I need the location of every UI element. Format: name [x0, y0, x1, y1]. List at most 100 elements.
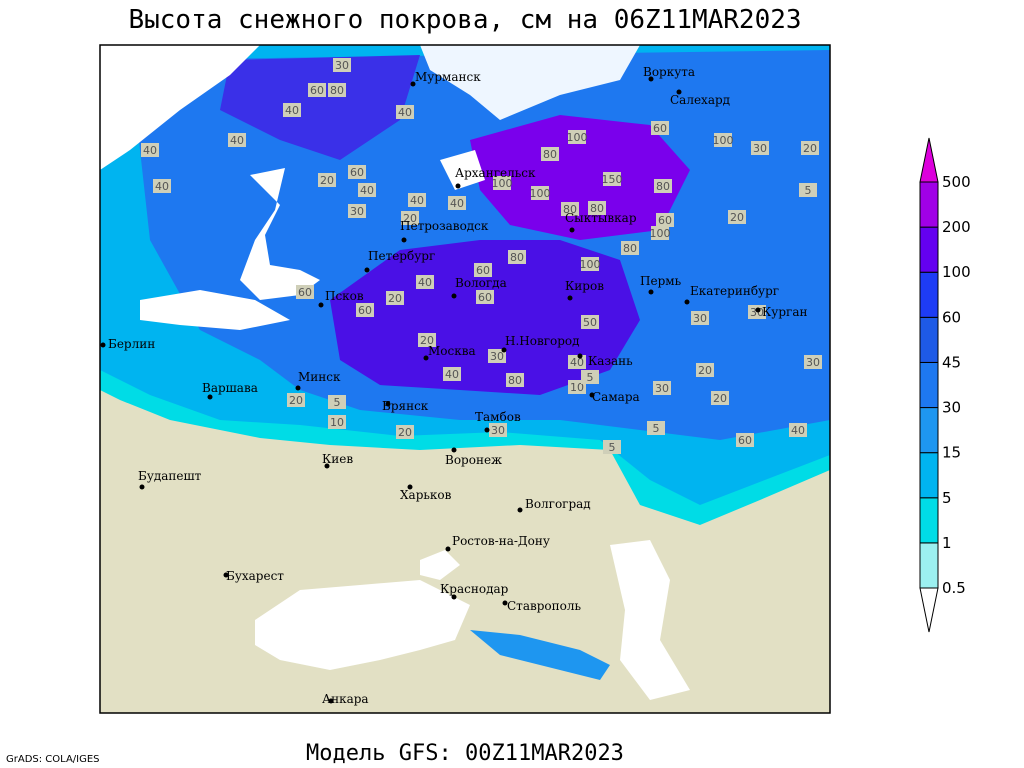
label-text: 50 — [583, 316, 597, 329]
label-box — [287, 393, 305, 407]
label-text: 30 — [806, 356, 820, 369]
label-text: 100 — [492, 177, 513, 190]
label-text: 40 — [445, 368, 459, 381]
contour-label: 30 — [751, 141, 769, 155]
label-box — [328, 415, 346, 429]
colorbar-label: 500 — [942, 173, 971, 191]
label-text: 40 — [570, 356, 584, 369]
city-dot — [569, 227, 575, 233]
city-name: Екатеринбург — [690, 284, 779, 298]
colorbar-high — [919, 137, 939, 183]
label-text: 40 — [143, 144, 157, 157]
city-name: Воронеж — [445, 453, 502, 467]
contour-label: 20 — [386, 291, 404, 305]
label-text: 40 — [360, 184, 374, 197]
label-text: 80 — [623, 242, 637, 255]
contour-label: 5 — [799, 183, 817, 197]
label-box — [603, 172, 621, 186]
label-box — [736, 433, 754, 447]
label-box — [489, 423, 507, 437]
contour-label: 20 — [287, 393, 305, 407]
label-box — [296, 285, 314, 299]
contour-label: 60 — [476, 290, 494, 304]
city-dot — [755, 307, 761, 313]
city-dot — [364, 267, 370, 273]
label-box — [696, 363, 714, 377]
contour-label: 20 — [696, 363, 714, 377]
contour-label: 150 — [602, 172, 623, 186]
label-box — [401, 211, 419, 225]
colorbar-label: 0.5 — [942, 579, 966, 597]
colorbar-bin — [919, 452, 939, 499]
contour-label: 40 — [141, 143, 159, 157]
label-box — [541, 147, 559, 161]
label-text: 60 — [658, 214, 672, 227]
city-name: Варшава — [202, 381, 258, 395]
contour-label: 60 — [474, 263, 492, 277]
label-text: 60 — [310, 84, 324, 97]
label-box — [328, 83, 346, 97]
label-text: 40 — [410, 194, 424, 207]
label-text: 5 — [609, 441, 616, 454]
city-name: Салехард — [670, 93, 730, 107]
city-dot — [484, 427, 490, 433]
label-box — [153, 179, 171, 193]
label-text: 100 — [580, 258, 601, 271]
city-name: Воркута — [643, 65, 695, 79]
city-dot — [451, 447, 457, 453]
contour-label: 40 — [789, 423, 807, 437]
sea — [420, 550, 460, 580]
colorbar-label: 5 — [942, 489, 952, 507]
label-box — [141, 143, 159, 157]
city-dot — [451, 594, 457, 600]
label-text: 40 — [155, 180, 169, 193]
credit: GrADS: COLA/IGES — [6, 754, 100, 765]
colorbar-bin — [919, 497, 939, 544]
contour-label: 80 — [506, 373, 524, 387]
city-name: Вологда — [455, 276, 507, 290]
contour-label: 100 — [580, 257, 601, 271]
label-box — [728, 210, 746, 224]
city-dot — [324, 463, 330, 469]
label-text: 60 — [476, 264, 490, 277]
colorbar-low — [919, 587, 939, 633]
contour-label: 80 — [621, 241, 639, 255]
contour-label: 40 — [228, 133, 246, 147]
contour-label: 40 — [568, 355, 586, 369]
contour-label: 30 — [333, 58, 351, 72]
city-dot — [410, 81, 416, 87]
colorbar-label: 200 — [942, 218, 971, 236]
label-text: 80 — [508, 374, 522, 387]
city-dot — [684, 299, 690, 305]
snow-max — [330, 240, 640, 395]
contour-label: 60 — [736, 433, 754, 447]
city-name: Пермь — [640, 274, 682, 288]
label-text: 10 — [330, 416, 344, 429]
city-name: Н.Новгород — [505, 334, 580, 348]
snow-max — [470, 115, 690, 240]
contour-label: 20 — [728, 210, 746, 224]
label-box — [356, 303, 374, 317]
contour-label: 40 — [408, 193, 426, 207]
contour-label: 40 — [153, 179, 171, 193]
colorbar-label: 45 — [942, 353, 961, 371]
label-box — [333, 58, 351, 72]
contour-label: 5 — [647, 421, 665, 435]
label-text: 80 — [330, 84, 344, 97]
city-name: Самара — [592, 390, 640, 404]
city-name: Москва — [428, 344, 476, 358]
contour-label: 20 — [711, 391, 729, 405]
label-box — [651, 226, 669, 240]
label-text: 40 — [230, 134, 244, 147]
city-dot — [407, 484, 413, 490]
contour-label: 80 — [654, 179, 672, 193]
city-name: Анкара — [322, 692, 369, 706]
label-text: 60 — [653, 122, 667, 135]
label-text: 100 — [713, 134, 734, 147]
colorbar-bin — [919, 361, 939, 409]
label-box — [396, 425, 414, 439]
label-box — [581, 315, 599, 329]
contour-label: 60 — [651, 121, 669, 135]
contour-label: 30 — [691, 311, 709, 325]
city-name: Брянск — [382, 399, 429, 413]
